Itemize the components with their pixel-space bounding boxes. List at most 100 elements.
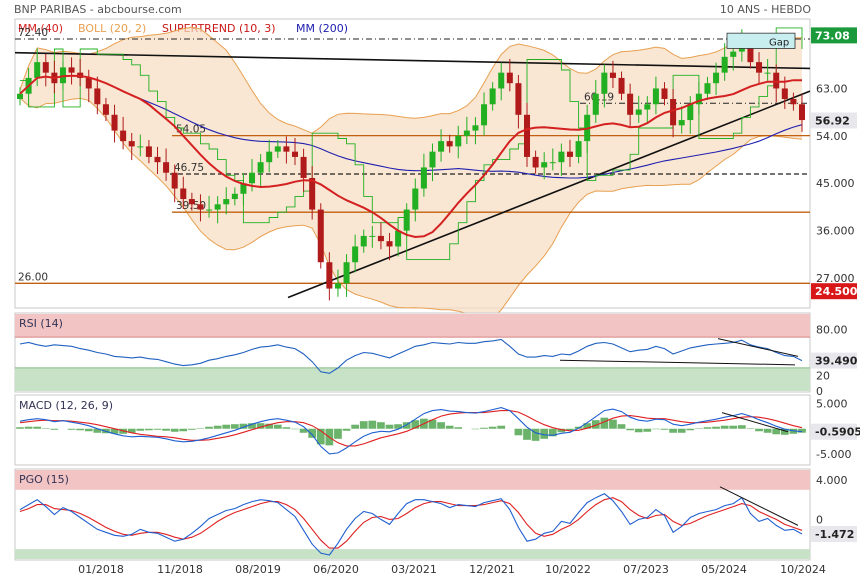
candle-body	[326, 262, 333, 289]
last-price-label: 56.92	[815, 114, 850, 127]
candle-body	[463, 130, 470, 136]
macd-histogram-bar	[222, 424, 231, 429]
macd-histogram-bar	[41, 428, 50, 429]
macd-histogram-bar	[394, 424, 402, 429]
candle-body	[635, 109, 642, 115]
candle-body	[687, 104, 694, 121]
x-tick-label: 12/2021	[469, 563, 515, 576]
candle-body	[266, 151, 273, 163]
macd-histogram-bar	[557, 428, 566, 433]
candle-body	[395, 230, 402, 247]
candle-body	[489, 88, 496, 105]
pgo-y-axis: 4.000 0 -1.472	[811, 474, 857, 543]
candle-body	[16, 93, 24, 99]
macd-histogram-bar	[746, 428, 755, 429]
x-axis: 01/2018 11/2018 08/2019 06/2020 03/2021 12/20…	[78, 563, 826, 576]
candle-body	[498, 72, 505, 89]
macd-histogram-bar	[342, 428, 351, 431]
candle-body	[231, 193, 238, 200]
macd-histogram-bar	[772, 428, 781, 435]
pgo-lower-band	[15, 549, 810, 559]
candle-body	[790, 98, 797, 105]
candle-body	[644, 104, 651, 110]
macd-histogram-bar	[273, 424, 282, 429]
macd-histogram-bar	[634, 428, 643, 433]
macd-histogram-bar	[334, 428, 342, 439]
macd-histogram-bar	[514, 428, 523, 436]
macd-histogram-bar	[643, 428, 652, 432]
candle-body	[145, 146, 152, 157]
macd-histogram-bar	[170, 428, 179, 432]
macd-histogram-bar	[162, 428, 170, 431]
macd-line	[19, 407, 803, 455]
candle-body	[154, 156, 161, 163]
macd-histogram-bar	[110, 428, 119, 434]
candle-body	[42, 62, 49, 73]
candle-body	[670, 98, 677, 126]
candle-body	[558, 151, 565, 163]
candle-body	[369, 235, 376, 237]
pgo-title: PGO (15)	[19, 473, 69, 486]
candle-body	[515, 83, 522, 115]
candle-body	[438, 141, 445, 152]
level-label-46.75: 46.75	[174, 162, 204, 174]
macd-histogram-bar	[780, 428, 789, 435]
rsi-title: RSI (14)	[19, 317, 63, 330]
pgo-trendline	[719, 486, 799, 526]
macd-histogram-bar	[291, 428, 299, 430]
candle-body	[120, 130, 127, 142]
price-tick-label: 36.000	[816, 225, 855, 238]
price-tick-label: 54.00	[816, 130, 848, 143]
macd-histogram-bar	[359, 421, 368, 429]
candle-body	[300, 156, 307, 178]
candle-body	[713, 72, 720, 84]
candle-body	[197, 204, 204, 210]
candle-body	[730, 51, 737, 57]
candle-body	[283, 146, 290, 152]
candle-body	[566, 151, 573, 157]
macd-histogram-bar	[213, 425, 222, 429]
candle-body	[223, 199, 230, 205]
candle-body	[68, 67, 75, 73]
pgo-layer	[15, 470, 810, 559]
macd-histogram-bar	[712, 426, 720, 429]
macd-histogram-bar	[755, 428, 763, 432]
candle-body	[171, 172, 178, 189]
macd-histogram-bar	[763, 428, 772, 433]
gap-label: Gap	[769, 37, 789, 48]
macd-histogram-bar	[411, 420, 420, 429]
macd-histogram-bar	[50, 428, 59, 430]
macd-histogram-bar	[127, 428, 136, 433]
low-marker-label: 24.500	[815, 285, 858, 298]
pgo-tick-label: 0	[816, 513, 823, 526]
candle-body	[592, 93, 599, 115]
macd-histogram-bar	[729, 425, 738, 429]
level-label-72.40: 72.40	[18, 27, 48, 39]
candle-body	[652, 88, 659, 105]
candle-body	[249, 172, 256, 184]
rsi-oversold-band	[15, 367, 810, 391]
macd-histogram-bar	[16, 427, 24, 429]
candle-body	[420, 167, 427, 189]
candle-body	[102, 104, 109, 115]
macd-last-value: -0.5905	[815, 426, 860, 439]
macd-histogram-bar	[256, 423, 265, 429]
high-marker-label: 73.08	[815, 29, 850, 42]
x-tick-label: 03/2021	[391, 563, 437, 576]
macd-histogram-bar	[445, 425, 454, 429]
x-tick-label: 10/2024	[780, 563, 826, 576]
candle-body	[721, 56, 728, 73]
candle-body	[446, 141, 453, 147]
macd-histogram-bar	[626, 428, 634, 431]
macd-histogram-bar	[377, 422, 385, 429]
candle-body	[128, 141, 135, 147]
candle-body	[704, 83, 711, 94]
candle-body	[334, 283, 341, 289]
level-label-60.19: 60.19	[584, 91, 614, 103]
x-tick-label: 07/2023	[623, 563, 669, 576]
candle-body	[180, 188, 187, 200]
support-trendline	[287, 90, 811, 299]
candle-body	[386, 241, 393, 247]
pgo-upper-band	[15, 470, 810, 490]
